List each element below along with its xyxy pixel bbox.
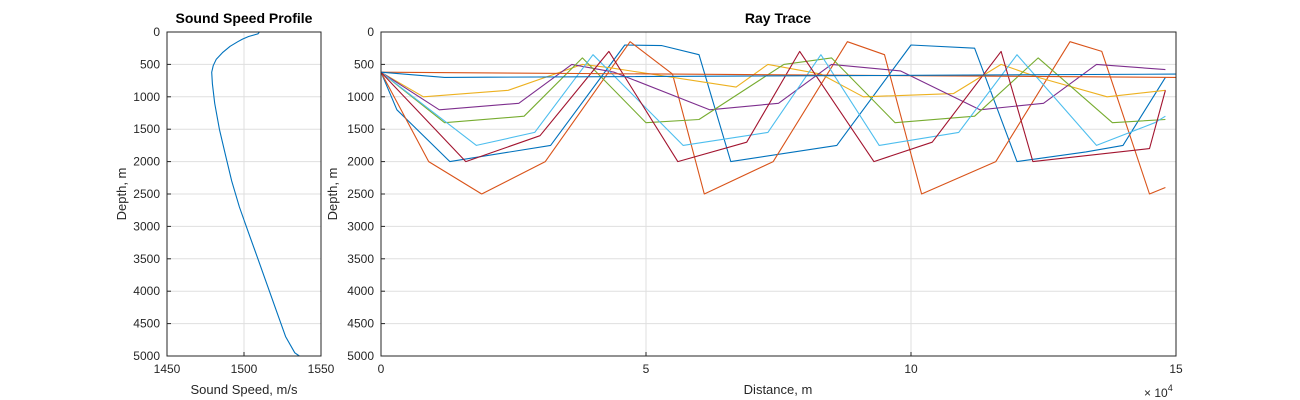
y-tick-label: 2000 [347, 155, 374, 169]
sound-speed-x-label: Sound Speed, m/s [191, 382, 298, 397]
y-tick-label: 0 [367, 25, 374, 39]
y-tick-label: 0 [153, 25, 160, 39]
ray-trace-x-label: Distance, m [744, 382, 813, 397]
y-tick-label: 1500 [133, 122, 160, 136]
y-tick-label: 4500 [347, 317, 374, 331]
sound-speed-y-label: Depth, m [114, 168, 129, 221]
y-tick-label: 2500 [347, 187, 374, 201]
x-tick-label: 1550 [308, 362, 335, 376]
y-tick-label: 4500 [133, 317, 160, 331]
series-line-profile [211, 31, 300, 357]
ray-trace-title: Ray Trace [745, 10, 811, 26]
x-tick-label: 0 [378, 362, 385, 376]
y-tick-label: 3000 [347, 219, 374, 233]
y-tick-label: 5000 [347, 349, 374, 363]
sound-speed-title: Sound Speed Profile [176, 10, 313, 26]
series-line-ray-blue [380, 44, 1166, 163]
sound-speed-profile-chart: 1450 1500 1550 0 500 1000 1500 2000 2500 3000 3500… [114, 10, 335, 397]
x-exponent-base: × 10 [1144, 386, 1168, 400]
x-exponent-power: 4 [1168, 383, 1173, 393]
y-tick-label: 4000 [347, 284, 374, 298]
y-tick-label: 5000 [133, 349, 160, 363]
y-tick-label: 2000 [133, 155, 160, 169]
y-tick-label: 500 [140, 57, 160, 71]
series-line-ray-purple [380, 63, 1166, 111]
ray-trace-y-label: Depth, m [325, 168, 340, 221]
ray-trace-ticks: 0 5 10 15 0 500 1000 1500 2000 2500 3000 3500 4000 45… [347, 25, 1183, 376]
x-tick-label: 5 [643, 362, 650, 376]
ray-trace-x-exponent: × 104 [1144, 383, 1173, 400]
y-tick-label: 3000 [133, 219, 160, 233]
y-tick-label: 1000 [347, 90, 374, 104]
series-line-ray-cyan [380, 54, 1166, 146]
ray-trace-series [380, 41, 1177, 195]
y-tick-label: 4000 [133, 284, 160, 298]
sound-speed-ticks: 1450 1500 1550 0 500 1000 1500 2000 2500 3000 3500… [133, 25, 334, 376]
x-tick-label: 15 [1169, 362, 1183, 376]
y-tick-label: 500 [354, 57, 374, 71]
sound-speed-series [211, 31, 300, 357]
y-tick-label: 2500 [133, 187, 160, 201]
y-tick-label: 1000 [133, 90, 160, 104]
ray-trace-chart: 0 5 10 150500100015002000250030003500400045… [325, 10, 1183, 400]
series-line-ray-darkred [380, 50, 1166, 163]
y-tick-label: 1500 [347, 122, 374, 136]
series-line-ray-flat-blue [380, 71, 1177, 78]
x-tick-label: 10 [904, 362, 918, 376]
x-tick-label: 1450 [154, 362, 181, 376]
series-line-ray-orange [380, 41, 1166, 195]
series-line-ray-flat-orange [380, 71, 1177, 78]
series-line-ray-green [380, 57, 1166, 124]
y-tick-label: 3500 [347, 252, 374, 266]
y-tick-label: 3500 [133, 252, 160, 266]
x-tick-label: 1500 [231, 362, 258, 376]
